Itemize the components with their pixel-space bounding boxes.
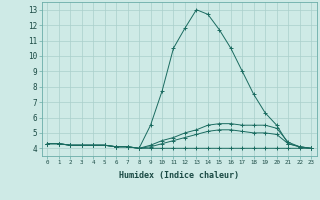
X-axis label: Humidex (Indice chaleur): Humidex (Indice chaleur) <box>119 171 239 180</box>
